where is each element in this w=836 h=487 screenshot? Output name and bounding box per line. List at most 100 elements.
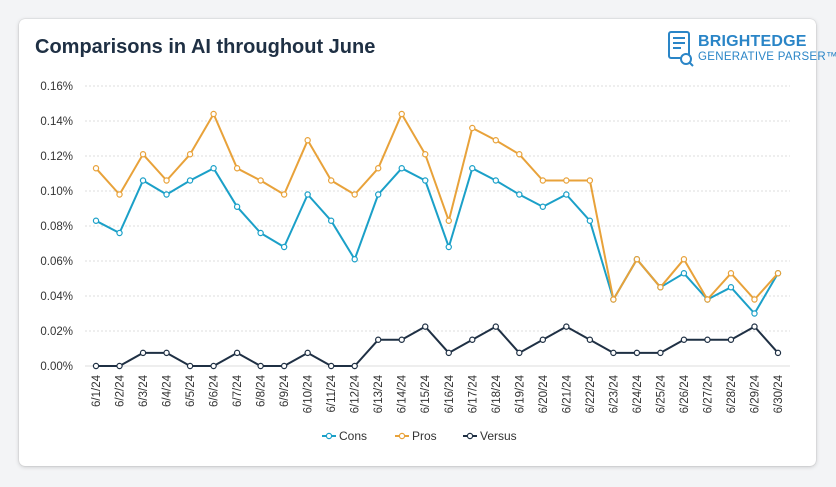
data-point	[539, 177, 547, 184]
legend-item-pros: Pros	[395, 429, 437, 443]
data-point	[186, 362, 194, 370]
x-tick-label: 6/1/24	[91, 374, 103, 407]
x-tick-label: 6/29/24	[749, 374, 761, 413]
data-point	[751, 310, 758, 317]
data-point	[422, 177, 429, 184]
y-tick-label: 0.06%	[40, 256, 73, 268]
series-versus	[92, 323, 782, 370]
data-point	[351, 256, 358, 263]
x-tick-label: 6/5/24	[185, 374, 197, 407]
data-point	[680, 270, 688, 277]
logo-product-name: GENERATIVE PARSER™	[698, 51, 836, 63]
y-tick-label: 0.02%	[40, 326, 73, 338]
data-point	[516, 151, 523, 158]
data-point	[257, 229, 264, 237]
y-tick-label: 0.04%	[40, 291, 73, 303]
data-point	[304, 137, 311, 144]
legend-label: Cons	[339, 429, 367, 443]
data-point	[469, 165, 476, 172]
grid-lines	[85, 85, 790, 367]
x-tick-label: 6/9/24	[279, 374, 291, 407]
data-point	[327, 217, 335, 224]
data-point	[680, 336, 688, 343]
data-point	[210, 362, 217, 370]
data-point	[116, 362, 123, 370]
chart-card	[19, 19, 816, 466]
x-tick-label: 6/21/24	[561, 374, 573, 413]
data-point	[727, 270, 735, 277]
x-tick-label: 6/13/24	[373, 374, 385, 413]
data-point	[139, 349, 147, 357]
data-point	[280, 243, 288, 251]
x-tick-label: 6/7/24	[232, 374, 244, 407]
series-line-versus	[96, 325, 779, 367]
x-tick-label: 6/25/24	[655, 374, 667, 413]
data-point	[257, 177, 264, 184]
data-point	[92, 165, 100, 172]
data-point	[304, 349, 311, 357]
data-point	[774, 270, 782, 277]
legend: Cons Pros Versus	[322, 429, 517, 443]
data-point	[375, 336, 382, 343]
data-point	[116, 191, 123, 198]
legend-item-cons: Cons	[322, 429, 367, 443]
data-point	[327, 177, 335, 184]
data-point	[398, 336, 405, 343]
logo-brand-name: BRIGHTEDGE	[698, 33, 807, 50]
x-tick-label: 6/10/24	[303, 374, 315, 413]
data-point	[233, 203, 241, 210]
data-point	[375, 191, 382, 198]
data-point	[774, 349, 782, 357]
x-axis-ticks: 6/1/24 6/2/24 6/3/24 6/4/24 6/5/24 6/6/24 6/7/…	[91, 374, 785, 413]
data-point	[398, 110, 405, 118]
data-point	[539, 336, 547, 343]
y-tick-label: 0.12%	[40, 151, 73, 163]
x-tick-label: 6/28/24	[726, 374, 738, 413]
data-point	[304, 191, 311, 198]
y-tick-label: 0.16%	[40, 81, 73, 93]
x-tick-label: 6/15/24	[420, 374, 432, 413]
legend-label: Versus	[480, 429, 517, 443]
page-title: Comparisons in AI throughout June	[35, 36, 376, 58]
data-point	[539, 203, 547, 210]
data-point	[186, 177, 194, 184]
data-point	[727, 336, 735, 343]
data-point	[563, 177, 570, 184]
data-point	[727, 284, 735, 291]
x-tick-label: 6/23/24	[608, 374, 620, 413]
x-tick-label: 6/8/24	[256, 374, 268, 407]
data-point	[92, 217, 100, 224]
data-point	[257, 362, 264, 370]
data-point	[163, 349, 170, 357]
x-tick-label: 6/12/24	[350, 374, 362, 413]
data-point	[163, 177, 170, 184]
x-tick-label: 6/4/24	[162, 374, 174, 407]
x-tick-label: 6/22/24	[585, 374, 597, 413]
data-point	[92, 362, 100, 370]
legend-item-versus: Versus	[463, 429, 517, 443]
data-point	[186, 151, 194, 158]
data-point	[280, 191, 288, 198]
data-point	[704, 296, 711, 303]
data-point	[139, 177, 147, 184]
x-tick-label: 6/14/24	[397, 374, 409, 413]
data-point	[492, 323, 499, 330]
data-point	[327, 362, 335, 370]
data-point	[233, 165, 241, 172]
legend-marker	[325, 432, 333, 440]
data-point	[563, 191, 570, 198]
data-point	[163, 191, 170, 198]
data-point	[233, 349, 241, 357]
data-point	[422, 323, 429, 330]
data-point	[139, 151, 147, 158]
data-point	[422, 151, 429, 158]
data-point	[563, 323, 570, 330]
x-tick-label: 6/3/24	[138, 374, 150, 407]
data-point	[751, 296, 758, 303]
series-line-cons	[95, 167, 779, 315]
data-point	[751, 323, 758, 330]
data-point	[516, 349, 523, 357]
x-tick-label: 6/20/24	[538, 374, 550, 413]
data-point	[586, 177, 594, 184]
